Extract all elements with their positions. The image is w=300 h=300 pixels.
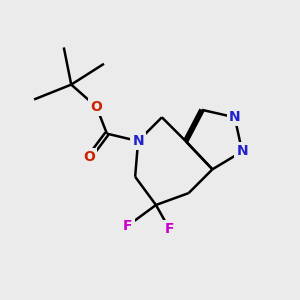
Text: O: O [91,100,102,114]
Text: F: F [123,219,133,233]
Text: N: N [236,145,248,158]
Text: F: F [165,222,174,236]
Text: N: N [229,110,241,124]
Text: O: O [83,150,95,164]
Text: N: N [132,134,144,148]
